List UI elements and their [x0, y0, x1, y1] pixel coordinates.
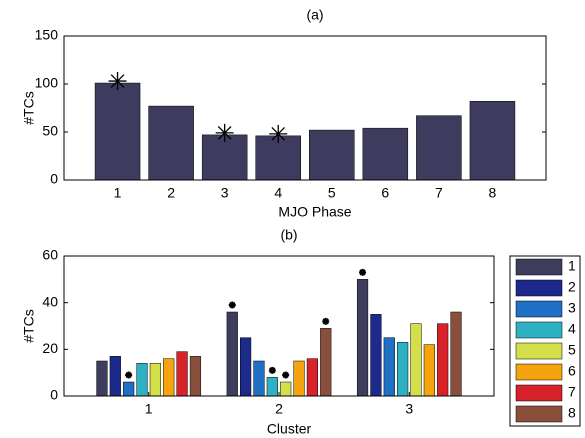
significance-marker — [282, 371, 290, 379]
legend-label: 6 — [568, 363, 576, 379]
legend-swatch — [515, 300, 563, 318]
bar — [189, 356, 202, 397]
x-axis-label: Cluster — [267, 421, 312, 437]
x-tick-label: 4 — [274, 185, 282, 201]
axes-frame — [63, 35, 547, 181]
x-tick-label: 1 — [145, 401, 153, 417]
bar — [94, 82, 141, 181]
bar — [109, 356, 121, 397]
bar — [309, 129, 355, 181]
y-axis-label: #TCs — [21, 91, 37, 124]
significance-marker — [269, 124, 288, 143]
chart-title: (a) — [306, 7, 323, 23]
bar — [96, 360, 108, 397]
bar — [306, 358, 318, 397]
bar — [123, 381, 135, 397]
bar — [176, 351, 188, 397]
significance-marker — [268, 366, 276, 374]
y-tick-label: 150 — [35, 27, 59, 43]
bar — [370, 314, 382, 397]
bar — [226, 311, 238, 397]
y-tick-label: 60 — [42, 247, 58, 263]
legend-label: 1 — [568, 258, 576, 274]
x-tick-label: 6 — [381, 185, 389, 201]
y-tick-label: 0 — [50, 387, 58, 403]
significance-marker — [108, 72, 127, 91]
bar — [416, 115, 462, 181]
y-tick-label: 20 — [42, 340, 58, 356]
legend-swatch — [515, 384, 563, 402]
bar — [423, 344, 435, 397]
legend-swatch — [515, 279, 563, 297]
legend-label: 7 — [568, 384, 576, 400]
significance-marker — [322, 317, 330, 325]
bar — [383, 337, 395, 397]
bar — [293, 360, 305, 397]
bar — [148, 105, 194, 181]
bar — [450, 311, 462, 397]
x-tick-label: 1 — [114, 185, 122, 201]
bar — [320, 328, 332, 397]
x-tick-label: 3 — [405, 401, 413, 417]
chart-title: (b) — [280, 227, 297, 243]
y-tick-label: 50 — [42, 123, 58, 139]
bar — [362, 127, 409, 181]
bar — [280, 381, 292, 397]
bar — [255, 135, 301, 181]
legend-swatch — [515, 405, 563, 423]
axes-frame — [63, 255, 495, 397]
legend-swatch — [515, 258, 563, 276]
significance-marker — [228, 301, 236, 309]
bar — [410, 323, 422, 397]
legend-swatch — [515, 342, 563, 360]
bar — [240, 337, 252, 397]
bar — [201, 134, 248, 181]
legend-label: 3 — [568, 300, 576, 316]
bar — [469, 101, 516, 181]
x-tick-label: 8 — [489, 185, 497, 201]
x-tick-label: 2 — [167, 185, 175, 201]
bar — [136, 363, 148, 397]
significance-marker — [359, 268, 367, 276]
x-tick-label: 5 — [328, 185, 336, 201]
legend-swatch — [515, 321, 563, 339]
bar — [397, 342, 409, 397]
legend-label: 5 — [568, 342, 576, 358]
legend-label: 4 — [568, 321, 576, 337]
significance-marker — [215, 123, 234, 142]
x-tick-label: 7 — [435, 185, 443, 201]
y-axis-label: #TCs — [21, 309, 37, 342]
x-tick-label: 2 — [275, 401, 283, 417]
y-tick-label: 40 — [42, 293, 58, 309]
legend-swatch — [515, 363, 563, 381]
bar — [356, 279, 369, 397]
bar — [149, 363, 161, 397]
x-tick-label: 3 — [221, 185, 229, 201]
y-tick-label: 100 — [35, 75, 59, 91]
legend-label: 8 — [568, 405, 576, 421]
bar — [266, 377, 278, 397]
bar — [253, 360, 265, 397]
significance-marker — [125, 371, 133, 379]
bar — [163, 358, 175, 397]
y-tick-label: 0 — [50, 171, 58, 187]
bar — [437, 323, 449, 397]
x-axis-label: MJO Phase — [278, 204, 351, 220]
legend-label: 2 — [568, 279, 576, 295]
